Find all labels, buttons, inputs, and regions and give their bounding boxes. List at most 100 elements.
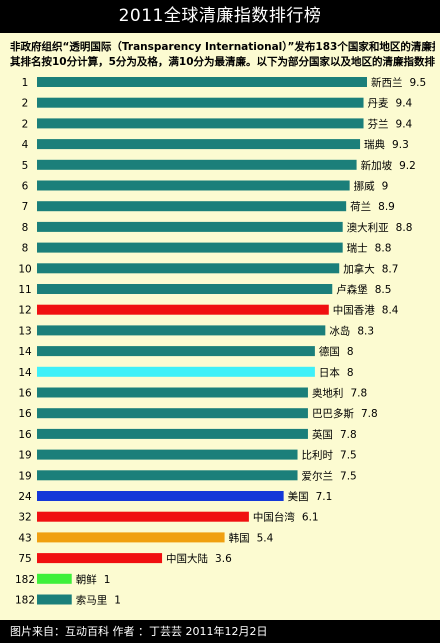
country-name: 挪威 (354, 180, 375, 193)
country-name: 卢森堡 (336, 283, 368, 296)
rank-label: 11 (18, 284, 31, 296)
score-value: 8.5 (375, 284, 392, 296)
score-value: 7.8 (361, 408, 378, 420)
score-value: 1 (104, 574, 111, 586)
score-value: 7.5 (340, 470, 357, 482)
score-value: 8 (347, 346, 354, 358)
bar-data-label: 芬兰 9.4 (368, 117, 413, 130)
country-name: 芬兰 (368, 117, 389, 130)
score-value: 8.9 (378, 201, 395, 213)
bar-data-label: 澳大利亚 8.8 (347, 221, 413, 234)
bar-data-label: 比利时 7.5 (302, 449, 357, 462)
bar (37, 180, 350, 191)
rank-label: 2 (22, 118, 29, 130)
rank-label: 182 (15, 595, 35, 607)
bar-data-label: 英国 7.8 (312, 428, 357, 441)
country-name: 比利时 (302, 449, 334, 462)
score-value: 8 (347, 367, 354, 379)
score-value: 9 (382, 181, 389, 193)
intro-text: 非政府组织“透明国际（Transparency International）”发… (10, 40, 435, 70)
country-name: 澳大利亚 (347, 221, 389, 234)
rank-label: 1 (22, 77, 29, 89)
bar-data-label: 新西兰 9.5 (371, 76, 426, 89)
score-value: 8.3 (357, 325, 374, 337)
country-name: 德国 (319, 345, 340, 358)
bar (37, 428, 308, 439)
bar-data-label: 中国香港 8.4 (333, 304, 399, 317)
bar (37, 118, 364, 129)
country-name: 瑞典 (364, 138, 385, 151)
rank-label: 24 (18, 491, 32, 503)
rank-label: 19 (18, 470, 31, 482)
country-name: 朝鲜 (76, 573, 97, 586)
bar-chart: 1 新西兰 9.5 2 丹麦 9.4 2 芬兰 9.4 4 瑞典 9.3 5 新加坡 9.2 6 挪威 9 7 荷兰 8… (15, 76, 426, 607)
country-name: 荷兰 (350, 200, 371, 213)
score-value: 8.8 (375, 243, 392, 255)
country-name: 英国 (312, 428, 333, 441)
country-name: 中国大陆 (166, 552, 208, 565)
rank-label: 14 (18, 367, 32, 379)
bar-data-label: 瑞典 9.3 (364, 138, 409, 151)
bar (37, 139, 361, 150)
score-value: 7.5 (340, 450, 357, 462)
bar (37, 284, 333, 294)
bar-data-label: 挪威 9 (354, 180, 389, 193)
score-value: 8.4 (382, 305, 399, 317)
bar-data-label: 荷兰 8.9 (350, 200, 395, 213)
bar (37, 408, 308, 419)
score-value: 7.8 (350, 388, 367, 400)
bar-data-label: 韩国 5.4 (229, 531, 274, 544)
country-name: 日本 (319, 366, 340, 379)
score-value: 9.4 (396, 118, 413, 130)
country-name: 丹麦 (368, 98, 389, 110)
bar (37, 553, 163, 564)
bar-data-label: 日本 8 (319, 366, 354, 379)
bar (37, 263, 340, 274)
bar (37, 242, 343, 253)
bar (37, 325, 326, 336)
score-value: 8.8 (396, 222, 413, 234)
bar (37, 491, 284, 501)
score-value: 5.4 (257, 532, 274, 544)
score-value: 9.4 (396, 98, 413, 110)
score-value: 9.5 (410, 77, 427, 89)
bar-data-label: 新加坡 9.2 (361, 159, 416, 172)
country-name: 索马里 (76, 594, 108, 607)
country-name: 新加坡 (361, 159, 393, 172)
bar (37, 449, 298, 460)
rank-label: 7 (22, 201, 29, 213)
rank-label: 12 (18, 305, 31, 317)
score-value: 8.7 (382, 263, 399, 275)
bar (37, 387, 308, 398)
rank-label: 16 (18, 429, 32, 441)
rank-label: 182 (15, 574, 35, 586)
bar-data-label: 丹麦 9.4 (368, 98, 413, 110)
country-name: 巴巴多斯 (312, 407, 354, 420)
rank-label: 16 (18, 388, 32, 400)
bar (37, 470, 298, 481)
rank-label: 2 (22, 98, 29, 110)
chart-title: 2011全球清廉指数排行榜 (0, 0, 440, 33)
score-value: 6.1 (302, 512, 319, 524)
bar (37, 304, 329, 315)
rank-label: 5 (22, 160, 29, 172)
country-name: 爱尔兰 (302, 469, 334, 482)
bar-data-label: 卢森堡 8.5 (336, 283, 391, 296)
rank-label: 4 (22, 139, 29, 151)
country-name: 韩国 (229, 531, 250, 544)
country-name: 美国 (288, 490, 309, 503)
country-name: 中国台湾 (253, 511, 295, 524)
bar-data-label: 德国 8 (319, 345, 354, 358)
bar (37, 77, 367, 87)
rank-label: 10 (18, 263, 31, 275)
score-value: 7.1 (316, 491, 333, 503)
country-name: 加拿大 (343, 262, 375, 275)
bar-data-label: 加拿大 8.7 (343, 262, 398, 275)
bar (37, 366, 315, 377)
rank-label: 8 (22, 243, 29, 255)
bar-data-label: 爱尔兰 7.5 (302, 469, 357, 482)
country-name: 冰岛 (329, 324, 350, 337)
bar (37, 594, 72, 605)
rank-label: 75 (18, 553, 31, 565)
